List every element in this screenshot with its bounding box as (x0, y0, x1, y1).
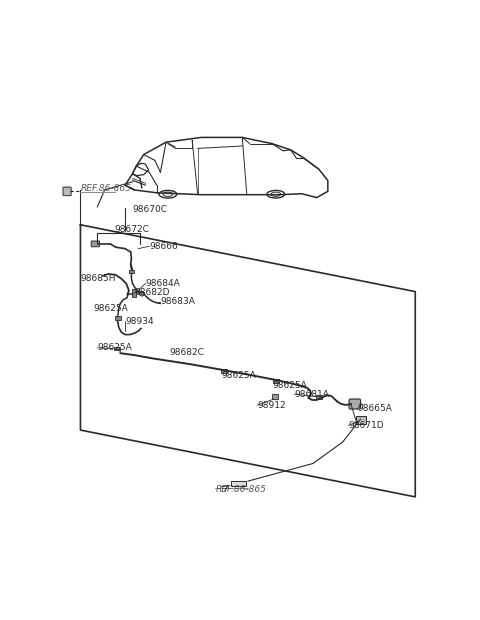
FancyBboxPatch shape (63, 187, 71, 196)
Text: 98685H: 98685H (81, 274, 116, 283)
Bar (356, 416, 366, 424)
Text: 98625A: 98625A (272, 381, 307, 390)
Text: 98670C: 98670C (132, 205, 168, 213)
Text: 98912: 98912 (257, 401, 286, 410)
Text: 98682D: 98682D (134, 288, 170, 297)
Text: 98682C: 98682C (170, 348, 204, 356)
Text: 98665A: 98665A (358, 404, 393, 413)
Text: 98684A: 98684A (145, 279, 180, 288)
Text: 98934: 98934 (125, 317, 154, 326)
Bar (129, 270, 134, 273)
FancyBboxPatch shape (349, 399, 360, 409)
Bar (114, 347, 120, 350)
Text: 98671D: 98671D (348, 421, 384, 430)
Text: 98625A: 98625A (222, 371, 257, 379)
Text: 98681A: 98681A (294, 390, 329, 399)
FancyBboxPatch shape (91, 241, 99, 247)
Bar (272, 394, 278, 399)
Bar (316, 395, 322, 399)
Text: REF.86-865: REF.86-865 (216, 485, 267, 494)
Text: REF.86-865: REF.86-865 (81, 185, 132, 193)
Text: 98625A: 98625A (97, 343, 132, 352)
Text: 98666: 98666 (149, 242, 178, 250)
Text: 98683A: 98683A (160, 297, 195, 306)
Bar (273, 379, 279, 383)
Polygon shape (231, 481, 246, 486)
Bar (115, 316, 120, 321)
Bar (221, 369, 227, 373)
Bar (132, 289, 136, 298)
Text: 98625A: 98625A (94, 304, 128, 313)
Text: 98672C: 98672C (114, 224, 149, 234)
